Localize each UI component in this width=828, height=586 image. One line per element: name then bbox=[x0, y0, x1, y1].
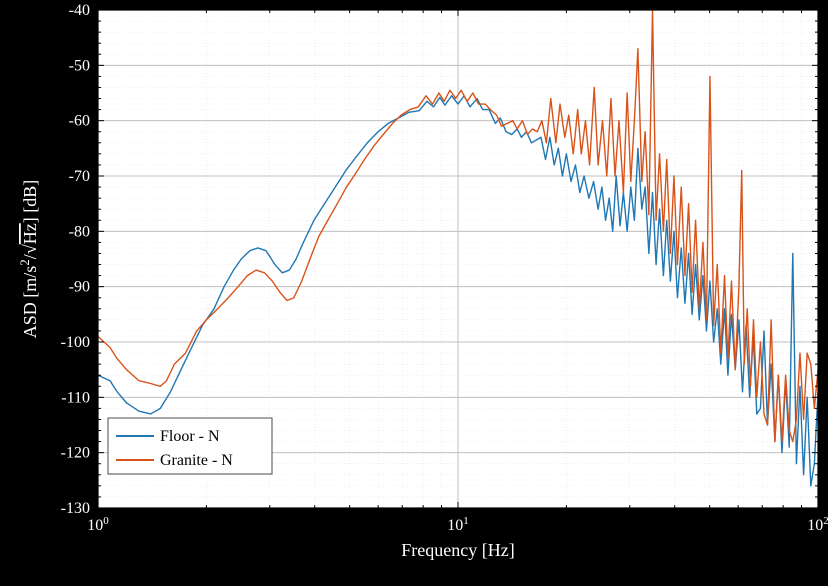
y-axis-label: ASD [m/s2/√Hz] [dB] bbox=[17, 180, 41, 338]
legend-label: Floor - N bbox=[160, 428, 220, 445]
y-tick-label: -40 bbox=[69, 2, 90, 19]
y-tick-label: -50 bbox=[69, 57, 90, 74]
y-tick-label: -80 bbox=[69, 223, 90, 240]
line-chart: -130-120-110-100-90-80-70-60-50-40100101… bbox=[0, 0, 828, 586]
y-tick-label: -130 bbox=[61, 500, 90, 517]
y-tick-label: -90 bbox=[69, 279, 90, 296]
legend-label: Granite - N bbox=[160, 452, 233, 469]
y-tick-label: -60 bbox=[69, 113, 90, 130]
legend: Floor - N Granite - N bbox=[108, 418, 272, 474]
y-tick-label: -70 bbox=[69, 168, 90, 185]
y-tick-label: -110 bbox=[61, 389, 90, 406]
y-tick-label: -120 bbox=[61, 445, 90, 462]
y-tick-label: -100 bbox=[61, 334, 90, 351]
x-axis-label: Frequency [Hz] bbox=[401, 540, 514, 560]
